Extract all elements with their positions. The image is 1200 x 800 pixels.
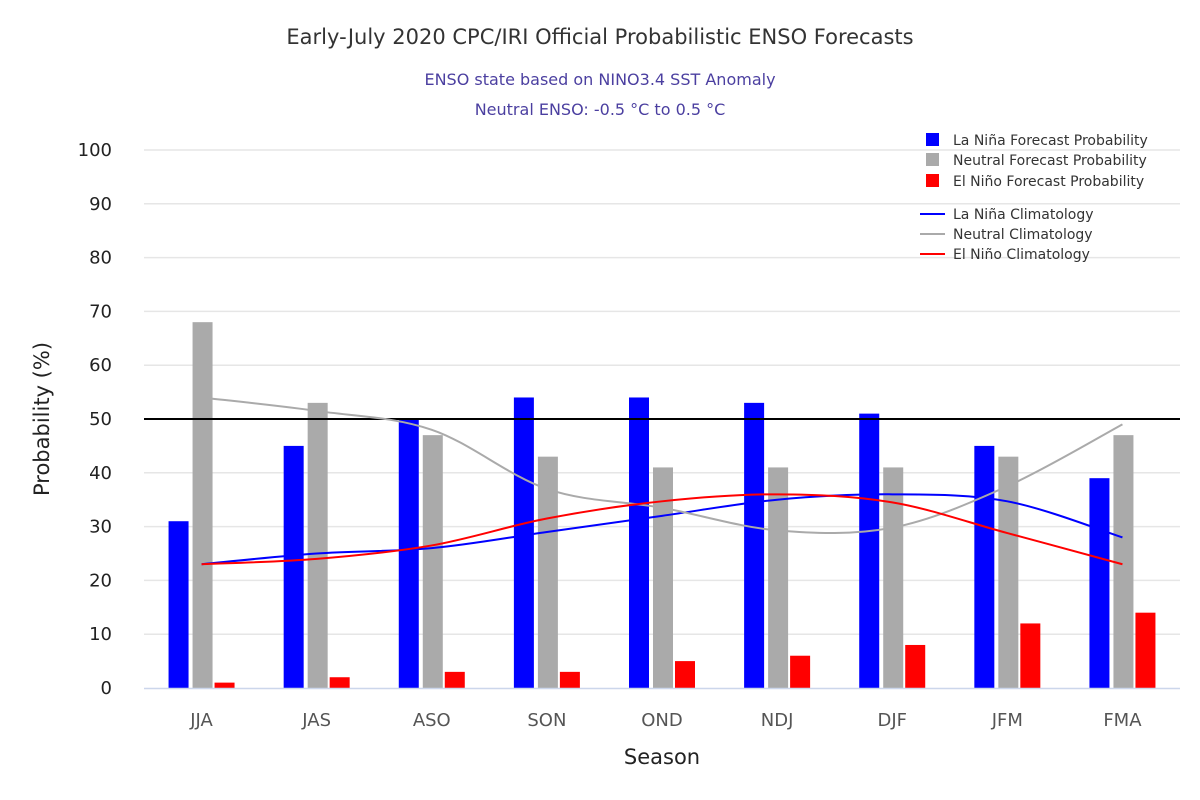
legend-label: Neutral Forecast Probability: [953, 153, 1147, 169]
bar-neutral-forecast-probability: [537, 456, 558, 688]
bar-neutral-forecast-probability: [998, 456, 1019, 688]
y-tick-label: 20: [89, 570, 112, 591]
line-neutral-climatology: [201, 396, 1123, 535]
y-tick-label: 40: [89, 463, 112, 484]
y-tick-label: 70: [89, 301, 112, 322]
legend: La Niña Forecast Probability Neutral Fore…: [920, 133, 1148, 263]
x-axis-ticks: JJA JAS ASO SON OND NDJ DJF JFM FMA: [189, 710, 1142, 731]
chart-subtitle-1: ENSO state based on NINO3.4 SST Anomaly: [424, 70, 775, 89]
legend-label: La Niña Climatology: [953, 207, 1094, 223]
bar-neutral-forecast-probability: [422, 435, 443, 688]
y-tick-label: 90: [89, 194, 112, 215]
legend-label: El Niño Climatology: [953, 247, 1090, 263]
bar-la-ni-a-forecast-probability: [513, 397, 534, 688]
bar-el-ni-o-forecast-probability: [1135, 612, 1156, 688]
legend-swatch: [926, 153, 939, 166]
bar-la-ni-a-forecast-probability: [1089, 478, 1110, 688]
x-tick-label: OND: [641, 710, 683, 731]
y-tick-label: 30: [89, 517, 112, 538]
chart-subtitle-2: Neutral ENSO: -0.5 °C to 0.5 °C: [475, 100, 726, 119]
x-tick-label: FMA: [1103, 710, 1142, 731]
bar-neutral-forecast-probability: [1113, 435, 1134, 688]
chart-title: Early-July 2020 CPC/IRI Official Probabi…: [286, 25, 913, 49]
bar-la-ni-a-forecast-probability: [744, 402, 765, 688]
bar-la-ni-a-forecast-probability: [283, 445, 304, 688]
x-tick-label: JAS: [301, 710, 331, 731]
bar-el-ni-o-forecast-probability: [329, 677, 350, 688]
x-tick-label: NDJ: [761, 710, 794, 731]
bar-la-ni-a-forecast-probability: [629, 397, 649, 688]
x-tick-label: ASO: [413, 710, 451, 731]
bar-la-ni-a-forecast-probability: [859, 413, 880, 688]
bar-la-ni-a-forecast-probability: [168, 521, 189, 688]
legend-label: Neutral Climatology: [953, 227, 1093, 243]
y-axis-ticks: 0 10 20 30 40 50 60 70 80 90 100: [78, 140, 112, 699]
bar-la-ni-a-forecast-probability: [974, 445, 995, 688]
bar-neutral-forecast-probability: [192, 322, 213, 688]
bar-neutral-forecast-probability: [883, 467, 904, 688]
y-tick-label: 50: [89, 409, 112, 430]
bar-neutral-forecast-probability: [768, 467, 789, 688]
bar-el-ni-o-forecast-probability: [905, 644, 926, 688]
y-tick-label: 80: [89, 248, 112, 269]
y-tick-label: 60: [89, 355, 112, 376]
legend-swatch: [926, 133, 939, 146]
bar-el-ni-o-forecast-probability: [1020, 623, 1041, 688]
climatology-lines: [201, 396, 1123, 566]
bar-el-ni-o-forecast-probability: [675, 661, 695, 688]
bar-neutral-forecast-probability: [307, 402, 328, 688]
y-tick-label: 100: [78, 140, 112, 161]
bar-neutral-forecast-probability: [653, 467, 673, 688]
y-axis-label: Probability (%): [30, 342, 54, 496]
x-axis-label: Season: [624, 745, 700, 769]
bar-el-ni-o-forecast-probability: [790, 655, 811, 688]
legend-label: La Niña Forecast Probability: [953, 133, 1148, 149]
bar-el-ni-o-forecast-probability: [444, 671, 465, 688]
y-tick-label: 10: [89, 624, 112, 645]
bar-el-ni-o-forecast-probability: [214, 682, 235, 688]
x-tick-label: SON: [527, 710, 566, 731]
legend-swatch: [926, 174, 939, 187]
x-tick-label: JFM: [991, 710, 1023, 731]
y-tick-label: 0: [101, 678, 112, 699]
x-tick-label: JJA: [189, 710, 213, 731]
line-el-ni-o-climatology: [201, 493, 1123, 566]
bar-la-ni-a-forecast-probability: [398, 419, 419, 688]
legend-label: El Niño Forecast Probability: [953, 174, 1144, 190]
bars: [168, 322, 1156, 688]
x-tick-label: DJF: [877, 710, 907, 731]
bar-el-ni-o-forecast-probability: [559, 671, 580, 688]
